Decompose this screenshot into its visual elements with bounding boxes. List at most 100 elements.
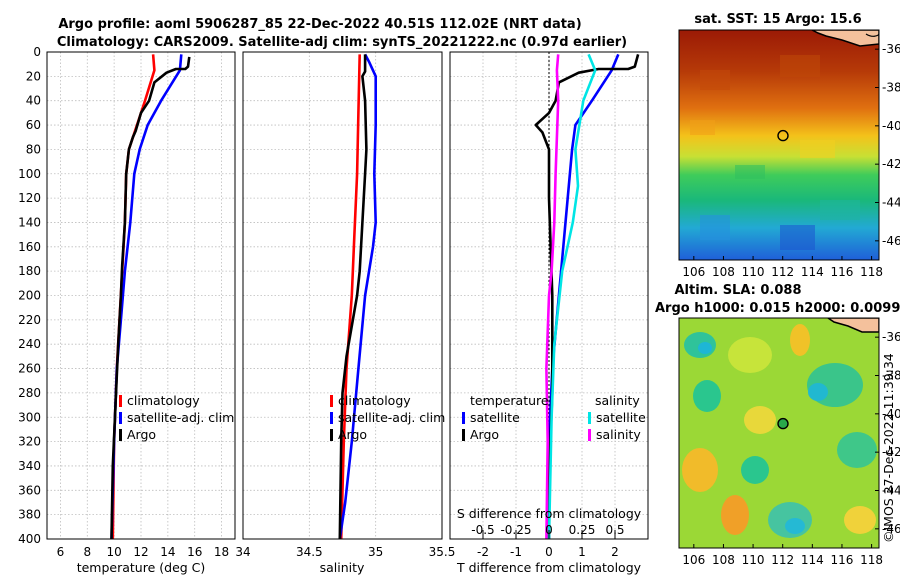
- sst-map-ytick-label: -42: [882, 157, 900, 171]
- title-line-1: Argo profile: aoml 5906287_85 22-Dec-202…: [58, 17, 581, 32]
- difference-legend: temperature satellite Argo salinity sate…: [462, 393, 646, 442]
- temperature-ytick-label: 400: [18, 532, 41, 546]
- temperature-ytick-label: 80: [26, 142, 41, 156]
- difference-xtick-label: 0: [545, 545, 553, 559]
- legend-label-climatology: climatology: [338, 393, 411, 408]
- legend-title-salinity: salinity: [595, 393, 640, 408]
- difference-s-tick-label: 0: [545, 523, 553, 537]
- sla-map-ytick-label: -46: [882, 522, 900, 536]
- temperature-panel: 0 20 40 60 80 100 120 140 160 180 200 220 240 260 280 3…: [18, 45, 236, 575]
- legend-swatch-satellite: [330, 412, 333, 424]
- difference-s-tick-label: -0.25: [500, 523, 531, 537]
- legend-label-argo: Argo: [338, 427, 367, 442]
- sst-map-xtick-label: 108: [712, 265, 735, 279]
- temperature-ytick-label: 260: [18, 362, 41, 376]
- salinity-panel: 34 34.5 35 35.5 salinity climatology satell…: [235, 51, 456, 575]
- temperature-ytick-label: 240: [18, 337, 41, 351]
- sla-map-xtick-label: 118: [860, 553, 883, 567]
- sla-map-ytick-label: -44: [882, 484, 900, 498]
- sst-map-ytick-label: -44: [882, 196, 900, 210]
- sst-map-xtick-label: 106: [682, 265, 705, 279]
- difference-s-tick-label: -0.5: [471, 523, 494, 537]
- legend-swatch-climatology: [119, 395, 122, 407]
- salinity-xtick-label: 35.5: [429, 545, 456, 559]
- temperature-ytick-label: 160: [18, 240, 41, 254]
- difference-xtick-label: -1: [510, 545, 522, 559]
- temperature-xtick-label: 12: [133, 545, 148, 559]
- temperature-ytick-label: 40: [26, 94, 41, 108]
- difference-series-s-satellite: [547, 53, 597, 540]
- sla-map-xtick-label: 116: [831, 553, 854, 567]
- sla-map-ytick-label: -36: [882, 330, 900, 344]
- sla-argo-marker: [777, 417, 789, 430]
- temperature-ytick-label: 360: [18, 483, 41, 497]
- temperature-ytick-label: 340: [18, 459, 41, 473]
- salinity-series-climatology: [339, 54, 361, 540]
- salinity-legend: climatology satellite-adj. clim Argo: [330, 393, 445, 442]
- legend-label-satellite: satellite-adj. clim: [338, 410, 445, 425]
- temperature-ytick-label: 280: [18, 386, 41, 400]
- sla-map-xtick-label: 106: [682, 553, 705, 567]
- sst-map-panel: sat. SST: 15 Argo: 15.6 106 108 110 112 114 1…: [678, 12, 900, 279]
- temperature-axes-frame: [46, 51, 236, 540]
- legend-swatch-argo: [119, 429, 122, 441]
- sst-map-xtick-label: 114: [801, 265, 824, 279]
- temperature-ytick-label: 20: [26, 69, 41, 83]
- sst-map-ytick-label: -46: [882, 234, 900, 248]
- sst-map-xtick-label: 116: [831, 265, 854, 279]
- difference-xtick-label: -2: [477, 545, 489, 559]
- difference-series-t-argo: [534, 54, 640, 539]
- salinity-series-satellite-adj-clim: [338, 53, 378, 540]
- temperature-series-argo: [110, 56, 191, 540]
- legend-label-s-argo: salinity: [596, 427, 641, 442]
- temperature-ytick-label: 100: [18, 167, 41, 181]
- sst-map-xtick-label: 112: [771, 265, 794, 279]
- legend-swatch-climatology: [330, 395, 333, 407]
- sst-map-title: sat. SST: 15 Argo: 15.6: [694, 12, 861, 27]
- temperature-ytick-label: 200: [18, 289, 41, 303]
- legend-label-argo: Argo: [127, 427, 156, 442]
- temperature-xtick-label: 10: [107, 545, 122, 559]
- sst-argo-marker: [777, 129, 789, 142]
- temperature-ytick-label: 220: [18, 313, 41, 327]
- temperature-ytick-label: 300: [18, 410, 41, 424]
- temperature-xlabel: temperature (deg C): [77, 560, 206, 575]
- salinity-xtick-label: 34: [235, 545, 250, 559]
- temperature-ytick-label: 320: [18, 435, 41, 449]
- legend-label-t-satellite: satellite: [470, 410, 520, 425]
- legend-label-satellite: satellite-adj. clim: [127, 410, 234, 425]
- sla-map-xtick-label: 110: [742, 553, 765, 567]
- legend-swatch-satellite: [119, 412, 122, 424]
- salinity-xtick-label: 35: [368, 545, 383, 559]
- temperature-ytick-label: 0: [33, 45, 41, 59]
- legend-swatch-s-argo: [588, 429, 591, 441]
- sla-map-ytick-label: -42: [882, 445, 900, 459]
- difference-xtick-label: 2: [611, 545, 619, 559]
- difference-xlabel: T difference from climatology: [456, 560, 642, 575]
- temperature-ytick-label: 180: [18, 264, 41, 278]
- legend-title-temperature: temperature: [470, 393, 549, 408]
- sla-map-panel: Altim. SLA: 0.088 Argo h1000: 0.015 h200…: [655, 283, 900, 567]
- salinity-axes-frame: [242, 51, 443, 540]
- sla-map-frame: [678, 317, 880, 549]
- temperature-xtick-label: 6: [57, 545, 65, 559]
- difference-s-xlabel: S difference from climatology: [457, 506, 642, 521]
- sla-map-xtick-label: 112: [771, 553, 794, 567]
- temperature-ytick-label: 380: [18, 508, 41, 522]
- title-line-2: Climatology: CARS2009. Satellite-adj cli…: [57, 35, 627, 50]
- temperature-xtick-label: 8: [83, 545, 91, 559]
- sla-map-xtick-label: 108: [712, 553, 735, 567]
- sla-map-ytick-label: -40: [882, 407, 900, 421]
- salinity-series-argo: [338, 54, 368, 540]
- temperature-xtick-label: 14: [160, 545, 175, 559]
- legend-label-climatology: climatology: [127, 393, 200, 408]
- sst-texture: [690, 55, 860, 250]
- sla-map-title-2: Argo h1000: 0.015 h2000: 0.0099: [655, 301, 900, 316]
- temperature-xtick-label: 18: [214, 545, 229, 559]
- difference-panel: -2 -1 0 1 2 -0.5 -0.25 0 0.25 0.5 T difference fr…: [449, 51, 649, 575]
- sla-land-coast: [826, 318, 879, 333]
- sst-map-ytick-label: -40: [882, 119, 900, 133]
- difference-s-tick-label: 0.5: [605, 523, 624, 537]
- legend-swatch-argo: [330, 429, 333, 441]
